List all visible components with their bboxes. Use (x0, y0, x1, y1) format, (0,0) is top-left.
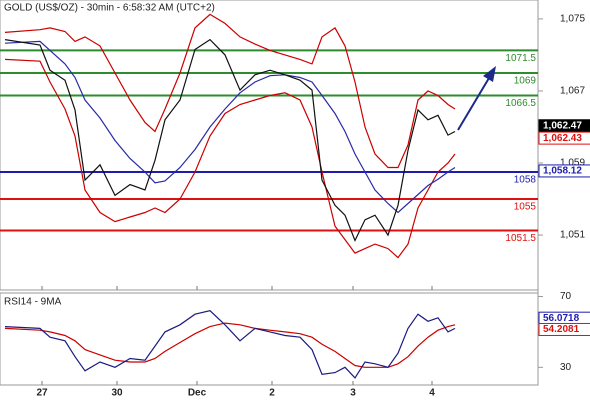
value-marker-label: 1,062.47 (543, 120, 582, 131)
value-marker-label: 1,062.43 (543, 133, 582, 144)
value-marker-label: 56.0718 (543, 313, 580, 324)
value-marker (538, 131, 590, 145)
series-line (4, 310, 456, 379)
x-tick-label: 27 (36, 388, 48, 399)
value-marker (538, 322, 590, 336)
series-line (4, 322, 456, 368)
arrow (457, 66, 496, 131)
x-tick-label: 3 (350, 388, 356, 399)
y-tick-label: 30 (560, 362, 572, 373)
series-line (4, 40, 456, 214)
value-marker-label: 1,058.12 (543, 166, 582, 177)
price-panel (0, 0, 539, 291)
series-line (4, 38, 456, 242)
series-line (4, 13, 456, 169)
chart-title: GOLD (US$/OZ) - 30min - 6:58:32 AM (UTC+… (4, 3, 215, 14)
arrow-line (457, 77, 490, 131)
y-tick-label: 1,075 (560, 14, 585, 25)
x-tick-label: 2 (269, 388, 275, 399)
level-label: 1069 (514, 76, 537, 87)
level-label: 1058 (514, 175, 537, 186)
value-marker-label: 54.2081 (543, 324, 580, 335)
y-tick-label: 1,059 (560, 158, 585, 169)
layers: 1,051 1,059 1,067 1,075 1071.5 1069 1066.5 1058… (0, 14, 590, 399)
rsi-panel (0, 292, 539, 386)
x-tick-label: 30 (111, 388, 123, 399)
series-line (4, 58, 456, 259)
y-tick-label: 1,051 (560, 230, 585, 241)
level-label: 1055 (514, 202, 537, 213)
level-label: 1066.5 (505, 98, 536, 109)
arrow-head (483, 66, 496, 82)
value-marker-fill (539, 119, 590, 132)
level-label: 1071.5 (505, 53, 536, 64)
y-tick-label: 1,067 (560, 86, 585, 97)
x-tick-label: Dec (188, 388, 207, 399)
rsi-title: RSI14 - 9MA (4, 297, 62, 308)
level-label: 1051.5 (505, 233, 536, 244)
x-tick-label: 4 (429, 388, 435, 399)
value-marker (538, 164, 590, 178)
y-tick-label: 70 (560, 291, 572, 302)
